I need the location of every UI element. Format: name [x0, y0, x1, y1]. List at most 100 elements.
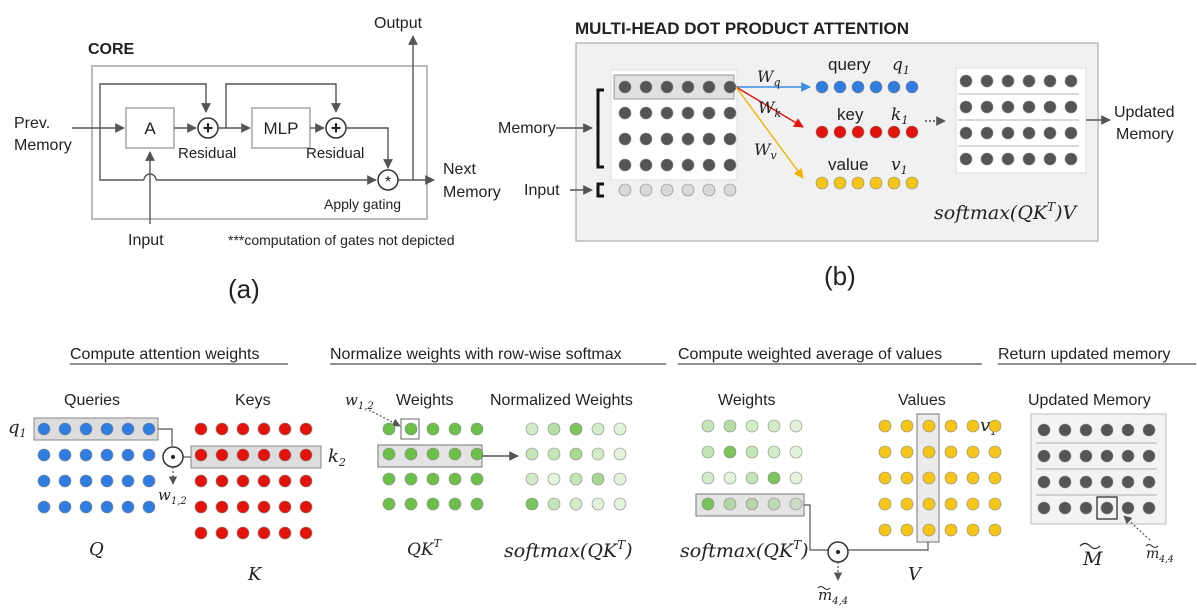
- value-dot: [833, 176, 847, 190]
- weight3-dot: [723, 445, 737, 459]
- query-dot: [79, 448, 93, 462]
- caption-a: (a): [228, 274, 260, 304]
- key-dot: [257, 422, 271, 436]
- query-dot: [58, 500, 72, 514]
- updated-memory-matrix: [958, 74, 1079, 166]
- memory-dot: [639, 158, 653, 172]
- key-dot: [215, 526, 229, 540]
- key-dot: [869, 125, 883, 139]
- value-dot: [878, 523, 892, 537]
- w12-label-2: w1,2: [345, 391, 374, 412]
- query-dot: [142, 500, 156, 514]
- norm-weight-dot: [547, 422, 561, 436]
- updated-dot: [1001, 100, 1015, 114]
- weight-dot: [382, 447, 396, 461]
- updated-memory-dot: [1142, 423, 1156, 437]
- memory-dot: [702, 106, 716, 120]
- updated-memory-dot: [1058, 475, 1072, 489]
- memory-dot: [723, 158, 737, 172]
- softmax-label-2: softmax(QKT): [504, 538, 633, 562]
- updated-memory-dot: [1100, 423, 1114, 437]
- value-dot: [900, 497, 914, 511]
- weight3-dot: [767, 471, 781, 485]
- input-dot: [660, 183, 674, 197]
- normalized-weights-label: Normalized Weights: [490, 392, 633, 409]
- updated-memory-dot: [1058, 423, 1072, 437]
- w12-cell-highlight: [400, 418, 420, 440]
- norm-weight-dot: [569, 422, 583, 436]
- query-symbol: q1: [892, 55, 910, 77]
- updated-dot: [959, 152, 973, 166]
- memory-dot: [660, 158, 674, 172]
- key-dot: [278, 422, 292, 436]
- weight-dot: [448, 422, 462, 436]
- step-compute-weights: Compute attention weights Queries Keys q…: [8, 346, 346, 585]
- weight3-dot: [745, 445, 759, 459]
- updated-dot: [959, 100, 973, 114]
- updated-dot: [1022, 100, 1036, 114]
- value-dot: [988, 523, 1002, 537]
- norm-weight-dot: [613, 447, 627, 461]
- wk-arrow: [735, 86, 804, 128]
- query-dot: [100, 422, 114, 436]
- m44-cell-highlight: [1096, 496, 1118, 520]
- wq-label: Wq: [757, 67, 781, 89]
- updated-dot: [1001, 74, 1015, 88]
- updated-memory-dot: [1037, 501, 1051, 515]
- weight3-dot: [745, 419, 759, 433]
- mhdpa-title: MULTI-HEAD DOT PRODUCT ATTENTION: [575, 19, 909, 38]
- updated-memory-dot: [1037, 423, 1051, 437]
- value-dot: [878, 471, 892, 485]
- key-dot: [236, 526, 250, 540]
- weight-dot: [404, 497, 418, 511]
- next-memory-label-1: Next: [443, 161, 476, 178]
- caption-b: (b): [824, 261, 856, 291]
- input-label: Input: [128, 232, 164, 249]
- value-dot: [966, 471, 980, 485]
- query-dot: [887, 80, 901, 94]
- key-dot: [299, 526, 313, 540]
- queries-label: Queries: [64, 392, 120, 409]
- prev-memory-label-2: Memory: [14, 137, 72, 154]
- value-dot: [966, 419, 980, 433]
- key-dot: [236, 448, 250, 462]
- query-row: [815, 80, 919, 94]
- input-bracket: [596, 182, 604, 198]
- value-dot: [944, 445, 958, 459]
- weights-label: Weights: [396, 392, 454, 409]
- weight-dot: [426, 497, 440, 511]
- key-dot: [215, 448, 229, 462]
- query-dot: [37, 422, 51, 436]
- weight3-dot: [789, 497, 803, 511]
- query-dot: [79, 500, 93, 514]
- input-dot: [723, 183, 737, 197]
- value-dot: [944, 497, 958, 511]
- weight3-dot: [767, 419, 781, 433]
- updated-dot: [1001, 126, 1015, 140]
- value-label: value: [828, 155, 869, 174]
- weights-matrix-3: [701, 419, 803, 511]
- updated-memory-dot: [1079, 475, 1093, 489]
- memory-dot: [618, 132, 632, 146]
- updated-memory-dot: [1058, 501, 1072, 515]
- updated-dot: [1022, 126, 1036, 140]
- updated-dot: [980, 152, 994, 166]
- softmax-label-3: softmax(QKT): [680, 538, 809, 562]
- key-dot: [887, 125, 901, 139]
- memory-dot: [723, 106, 737, 120]
- step-weighted-average: Compute weighted average of values Weigh…: [678, 346, 1002, 607]
- output-label: Output: [374, 15, 423, 32]
- memory-dot: [639, 132, 653, 146]
- updated-memory-dot: [1121, 449, 1135, 463]
- updated-dot: [1043, 152, 1057, 166]
- value-dot: [944, 471, 958, 485]
- value-dot: [922, 445, 936, 459]
- query-dot: [58, 422, 72, 436]
- value-dot: [900, 471, 914, 485]
- updated-memory-dot: [1100, 449, 1114, 463]
- value-dot: [905, 176, 919, 190]
- value-dot: [988, 471, 1002, 485]
- key-dot: [257, 500, 271, 514]
- key-dot: [194, 474, 208, 488]
- updated-dot: [1022, 152, 1036, 166]
